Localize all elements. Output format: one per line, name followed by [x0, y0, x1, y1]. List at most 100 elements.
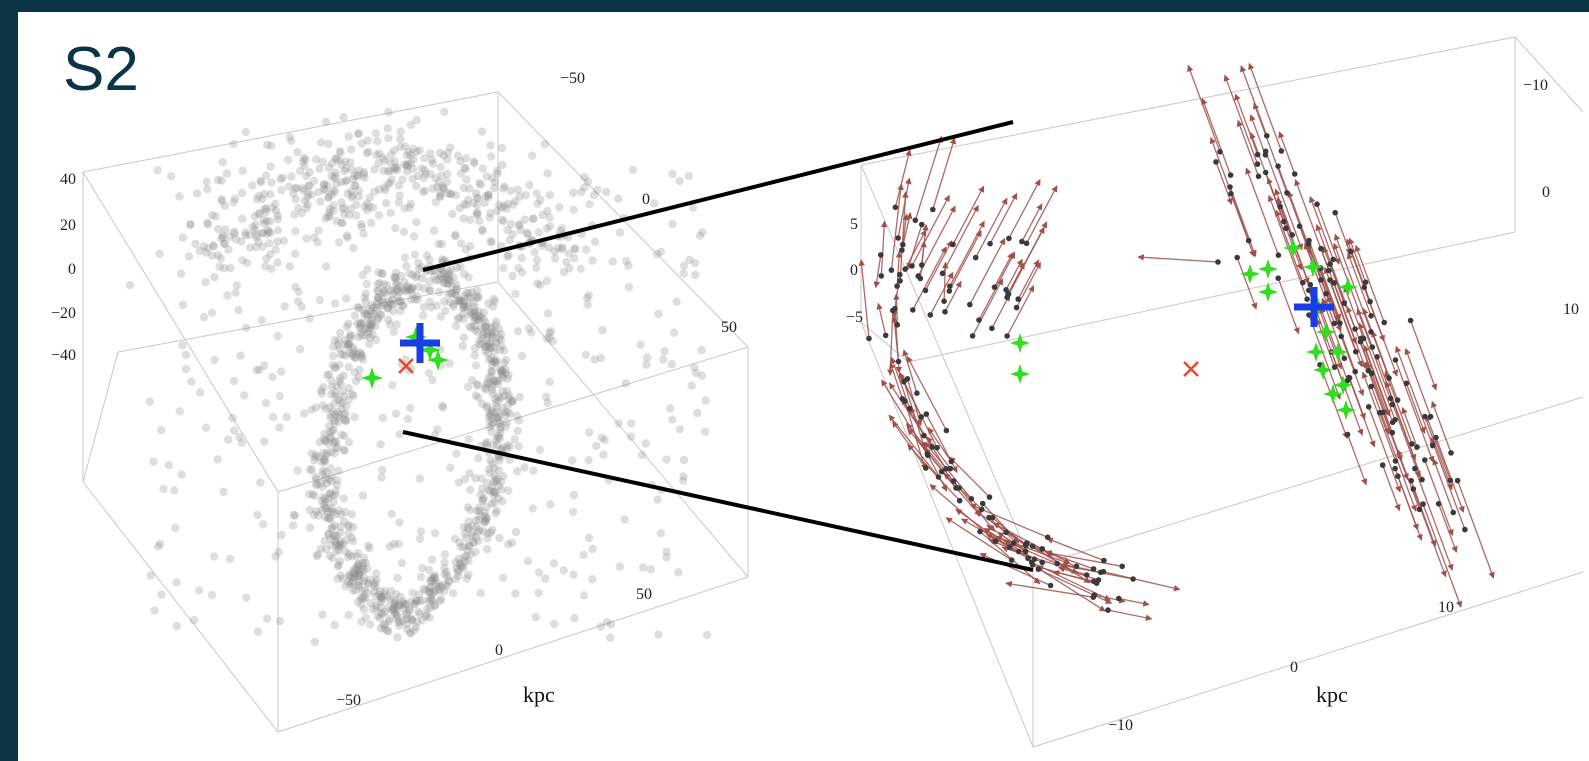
- star-point: [192, 189, 202, 198]
- star-point: [495, 200, 504, 209]
- star-point: [438, 182, 447, 191]
- velocity-arrow: [926, 436, 951, 469]
- velocity-arrow: [903, 381, 926, 449]
- star-point: [319, 448, 328, 458]
- star-point: [490, 377, 499, 386]
- star-point: [468, 531, 477, 540]
- star-point: [295, 166, 305, 176]
- star-point: [203, 220, 213, 229]
- star-point: [258, 520, 268, 529]
- star-point: [289, 511, 299, 520]
- star-point: [482, 478, 492, 487]
- star-point: [320, 536, 329, 546]
- star-dot: [1100, 568, 1107, 575]
- star-point: [400, 287, 410, 296]
- star-point: [333, 574, 342, 583]
- star-point: [373, 286, 382, 295]
- star-point: [178, 341, 187, 350]
- star-point: [181, 364, 191, 374]
- star-point: [356, 321, 365, 330]
- star-point: [492, 407, 501, 417]
- star-point: [425, 286, 434, 295]
- star-point: [332, 476, 342, 485]
- star-point: [229, 426, 239, 435]
- star-point: [421, 586, 430, 595]
- star-point: [354, 166, 364, 175]
- star-point: [351, 353, 360, 362]
- star-point: [364, 147, 373, 157]
- star-point: [252, 365, 261, 375]
- star-point: [464, 517, 473, 526]
- star-point: [339, 350, 348, 359]
- star-dot: [924, 451, 931, 457]
- star-point: [347, 552, 356, 561]
- star-point: [348, 586, 357, 595]
- star-point: [500, 391, 509, 400]
- star-point: [584, 291, 593, 300]
- star-point: [472, 315, 481, 324]
- star-point: [334, 413, 343, 422]
- star-point: [330, 410, 340, 420]
- star-point: [382, 198, 391, 208]
- star-point: [514, 416, 524, 425]
- star-point: [569, 570, 578, 579]
- star-point: [331, 388, 340, 398]
- star-point: [399, 301, 408, 310]
- star-point: [483, 486, 493, 495]
- star-point: [370, 165, 379, 174]
- star-dot: [1275, 163, 1281, 169]
- star-point: [261, 262, 270, 271]
- velocity-arrow: [890, 183, 904, 271]
- star-point: [496, 422, 506, 432]
- star-point: [359, 325, 368, 334]
- star-point: [460, 529, 469, 538]
- star-point: [271, 552, 280, 561]
- star-point: [373, 313, 383, 323]
- star-point: [426, 149, 435, 158]
- star-point: [545, 377, 554, 386]
- star-point: [448, 209, 457, 219]
- star-point: [299, 186, 308, 195]
- star-point: [380, 624, 389, 633]
- star-dot: [950, 241, 956, 248]
- velocity-arrow: [1368, 406, 1402, 493]
- star-point: [359, 229, 368, 238]
- star-point: [347, 145, 356, 154]
- star-point: [375, 149, 384, 158]
- star-point: [498, 403, 507, 412]
- star-point: [480, 508, 489, 517]
- star-point: [302, 234, 311, 243]
- star-point: [427, 555, 437, 564]
- star-point: [330, 532, 340, 541]
- star-point: [235, 432, 244, 442]
- star-point: [322, 436, 331, 446]
- velocity-arrow: [1430, 437, 1466, 530]
- star-point: [479, 494, 488, 503]
- star-dot: [956, 485, 962, 491]
- star-point: [242, 323, 251, 332]
- star-point: [490, 471, 499, 480]
- star-point: [520, 215, 530, 224]
- star-point: [403, 161, 413, 170]
- star-point: [429, 576, 438, 585]
- star-dot: [938, 468, 945, 475]
- star-point: [513, 467, 522, 476]
- star-point: [483, 534, 492, 543]
- star-point: [434, 239, 443, 249]
- star-point: [209, 242, 218, 251]
- star-point: [695, 231, 705, 240]
- star-dot: [1331, 364, 1338, 370]
- star-point: [476, 180, 486, 189]
- star-point: [412, 596, 421, 605]
- star-point: [386, 208, 395, 218]
- velocity-arrow: [1414, 468, 1454, 571]
- star-point: [690, 258, 700, 268]
- star-dot: [894, 322, 901, 328]
- star-point: [480, 323, 490, 332]
- velocity-arrow: [1031, 561, 1111, 601]
- star-point: [422, 610, 431, 619]
- star-point: [491, 358, 500, 367]
- star-point: [330, 536, 340, 545]
- star-point: [372, 569, 381, 578]
